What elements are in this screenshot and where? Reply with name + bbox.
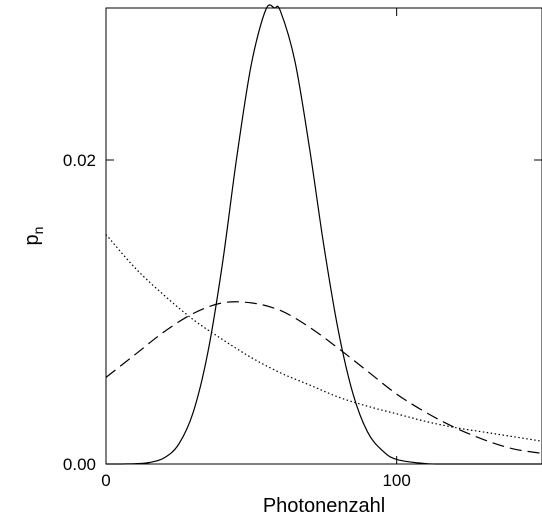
series-solid-line: [105, 4, 542, 465]
series-dashed-line: [105, 301, 542, 454]
y-axis-label-subscript: n: [30, 227, 46, 235]
plot-frame: [105, 7, 542, 465]
y-axis-label: pn: [21, 227, 46, 246]
series-dotted-line: [105, 234, 542, 442]
series-group: [105, 4, 542, 465]
ticks: 0 100 0.00 0.02: [63, 8, 542, 490]
y-tick-label-0: 0.00: [63, 455, 96, 474]
y-axis-label-main: p: [21, 234, 43, 245]
x-tick-label-1: 100: [382, 471, 410, 490]
x-axis-label: Photonenzahl: [263, 495, 385, 517]
y-tick-label-1: 0.02: [63, 151, 96, 170]
x-tick-label-0: 0: [101, 471, 110, 490]
